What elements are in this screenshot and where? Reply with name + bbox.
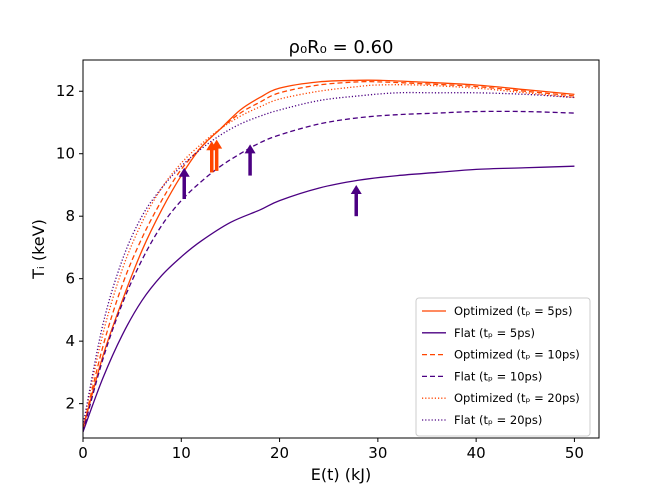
arrow-annotation-5 [350, 184, 362, 217]
series-line-5 [83, 84, 575, 426]
y-axis-label: Tᵢ (keV) [29, 219, 48, 280]
y-tick-label: 6 [65, 270, 75, 288]
y-tick-label: 4 [65, 332, 75, 350]
legend-entry: Flat (tₚ = 10ps) [454, 369, 542, 383]
series-line-2 [83, 165, 575, 432]
y-tick-label: 12 [56, 82, 75, 100]
x-tick-label: 10 [172, 444, 191, 462]
x-tick-label: 30 [368, 444, 387, 462]
x-tick-label: 40 [467, 444, 486, 462]
y-tick-label: 10 [56, 145, 75, 163]
legend-entry: Optimized (tₚ = 5ps) [454, 304, 572, 318]
plot-frame [82, 59, 600, 439]
arrow-annotations [178, 139, 362, 217]
legend-entry: Flat (tₚ = 5ps) [454, 326, 535, 340]
y-axis: 2 4 6 8 10 12 [56, 82, 83, 413]
chart-title: ρ₀R₀ = 0.60 [289, 37, 394, 58]
x-tick-label: 20 [270, 444, 289, 462]
x-axis: 0 10 20 30 40 50 [78, 438, 584, 462]
y-tick-label: 8 [65, 207, 75, 225]
x-axis-label: E(t) (kJ) [311, 465, 371, 484]
legend-entry: Optimized (tₚ = 10ps) [454, 348, 580, 362]
y-tick-label: 2 [65, 395, 75, 413]
x-tick-label: 0 [78, 444, 88, 462]
legend-entry: Flat (tₚ = 20ps) [454, 413, 542, 427]
series-line-1 [83, 79, 575, 429]
arrow-annotation-4 [244, 144, 256, 176]
x-tick-label: 50 [565, 444, 584, 462]
arrow-annotation-3 [211, 139, 223, 171]
legend-box [415, 297, 591, 437]
legend: Optimized (tₚ = 5ps) Flat (tₚ = 5ps) Optim… [415, 297, 591, 437]
arrow-annotation-1 [178, 167, 190, 200]
series-line-3 [83, 80, 575, 429]
legend-entry: Optimized (tₚ = 20ps) [454, 391, 580, 405]
